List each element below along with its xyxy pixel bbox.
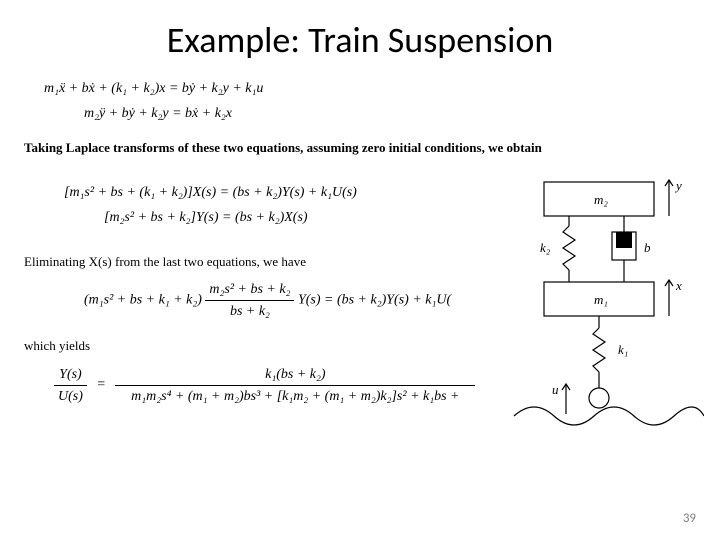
text-laplace: Taking Laplace transforms of these two e…	[24, 138, 704, 158]
label-x: x	[675, 278, 682, 293]
equation-laplace-1: [m₁s² + bs + (k₁ + k₂)]X(s) = (bs + k₂)Y…	[64, 182, 504, 203]
text-yields: which yields	[24, 336, 504, 356]
suspension-diagram: m₂ y k₂ b	[504, 168, 704, 459]
slide-title: Example: Train Suspension	[0, 0, 720, 74]
equation-motion-1: m₁ẍ + bẋ + (k₁ + k₂)x = bẏ + k₂y + k₁u	[44, 78, 704, 99]
equation-motion-2: m₂ÿ + bẏ + k₂y = bẋ + k₂x	[84, 103, 704, 124]
tf-left-num: Y(s)	[54, 364, 87, 386]
eq-elim-den: bs + k₂	[205, 301, 294, 322]
label-y: y	[674, 178, 682, 193]
label-b: b	[644, 240, 651, 255]
eq-elim-num: m₂s² + bs + k₂	[205, 279, 294, 301]
eq-elim-left: (m₁s² + bs + k₁ + k₂)	[84, 293, 202, 308]
label-u: u	[552, 382, 559, 397]
equation-transfer-function: Y(s) U(s) = k₁(bs + k₂) m₁m₂s⁴ + (m₁ + m…	[54, 364, 504, 407]
tf-left: Y(s) U(s)	[54, 364, 87, 407]
label-m2: m₂	[594, 192, 608, 207]
equation-eliminate: (m₁s² + bs + k₁ + k₂) m₂s² + bs + k₂ bs …	[84, 279, 504, 322]
label-m1: m₁	[594, 292, 608, 307]
tf-right: k₁(bs + k₂) m₁m₂s⁴ + (m₁ + m₂)bs³ + [k₁m…	[115, 364, 475, 407]
slide-content: m₁ẍ + bẋ + (k₁ + k₂)x = bẏ + k₂y + k₁u m…	[0, 78, 720, 459]
tf-left-den: U(s)	[54, 386, 87, 407]
equation-laplace-2: [m₂s² + bs + k₂]Y(s) = (bs + k₂)X(s)	[104, 207, 504, 228]
text-eliminate: Eliminating X(s) from the last two equat…	[24, 252, 504, 272]
label-k2: k₂	[540, 240, 551, 255]
eq-elim-right: Y(s) = (bs + k₂)Y(s) + k₁U(	[298, 293, 451, 308]
tf-right-num: k₁(bs + k₂)	[115, 364, 475, 386]
tf-right-den: m₁m₂s⁴ + (m₁ + m₂)bs³ + [k₁m₂ + (m₁ + m₂…	[115, 386, 475, 407]
page-number: 39	[683, 511, 696, 526]
label-k1: k₁	[618, 342, 628, 357]
eq-elim-fraction: m₂s² + bs + k₂ bs + k₂	[205, 279, 294, 322]
